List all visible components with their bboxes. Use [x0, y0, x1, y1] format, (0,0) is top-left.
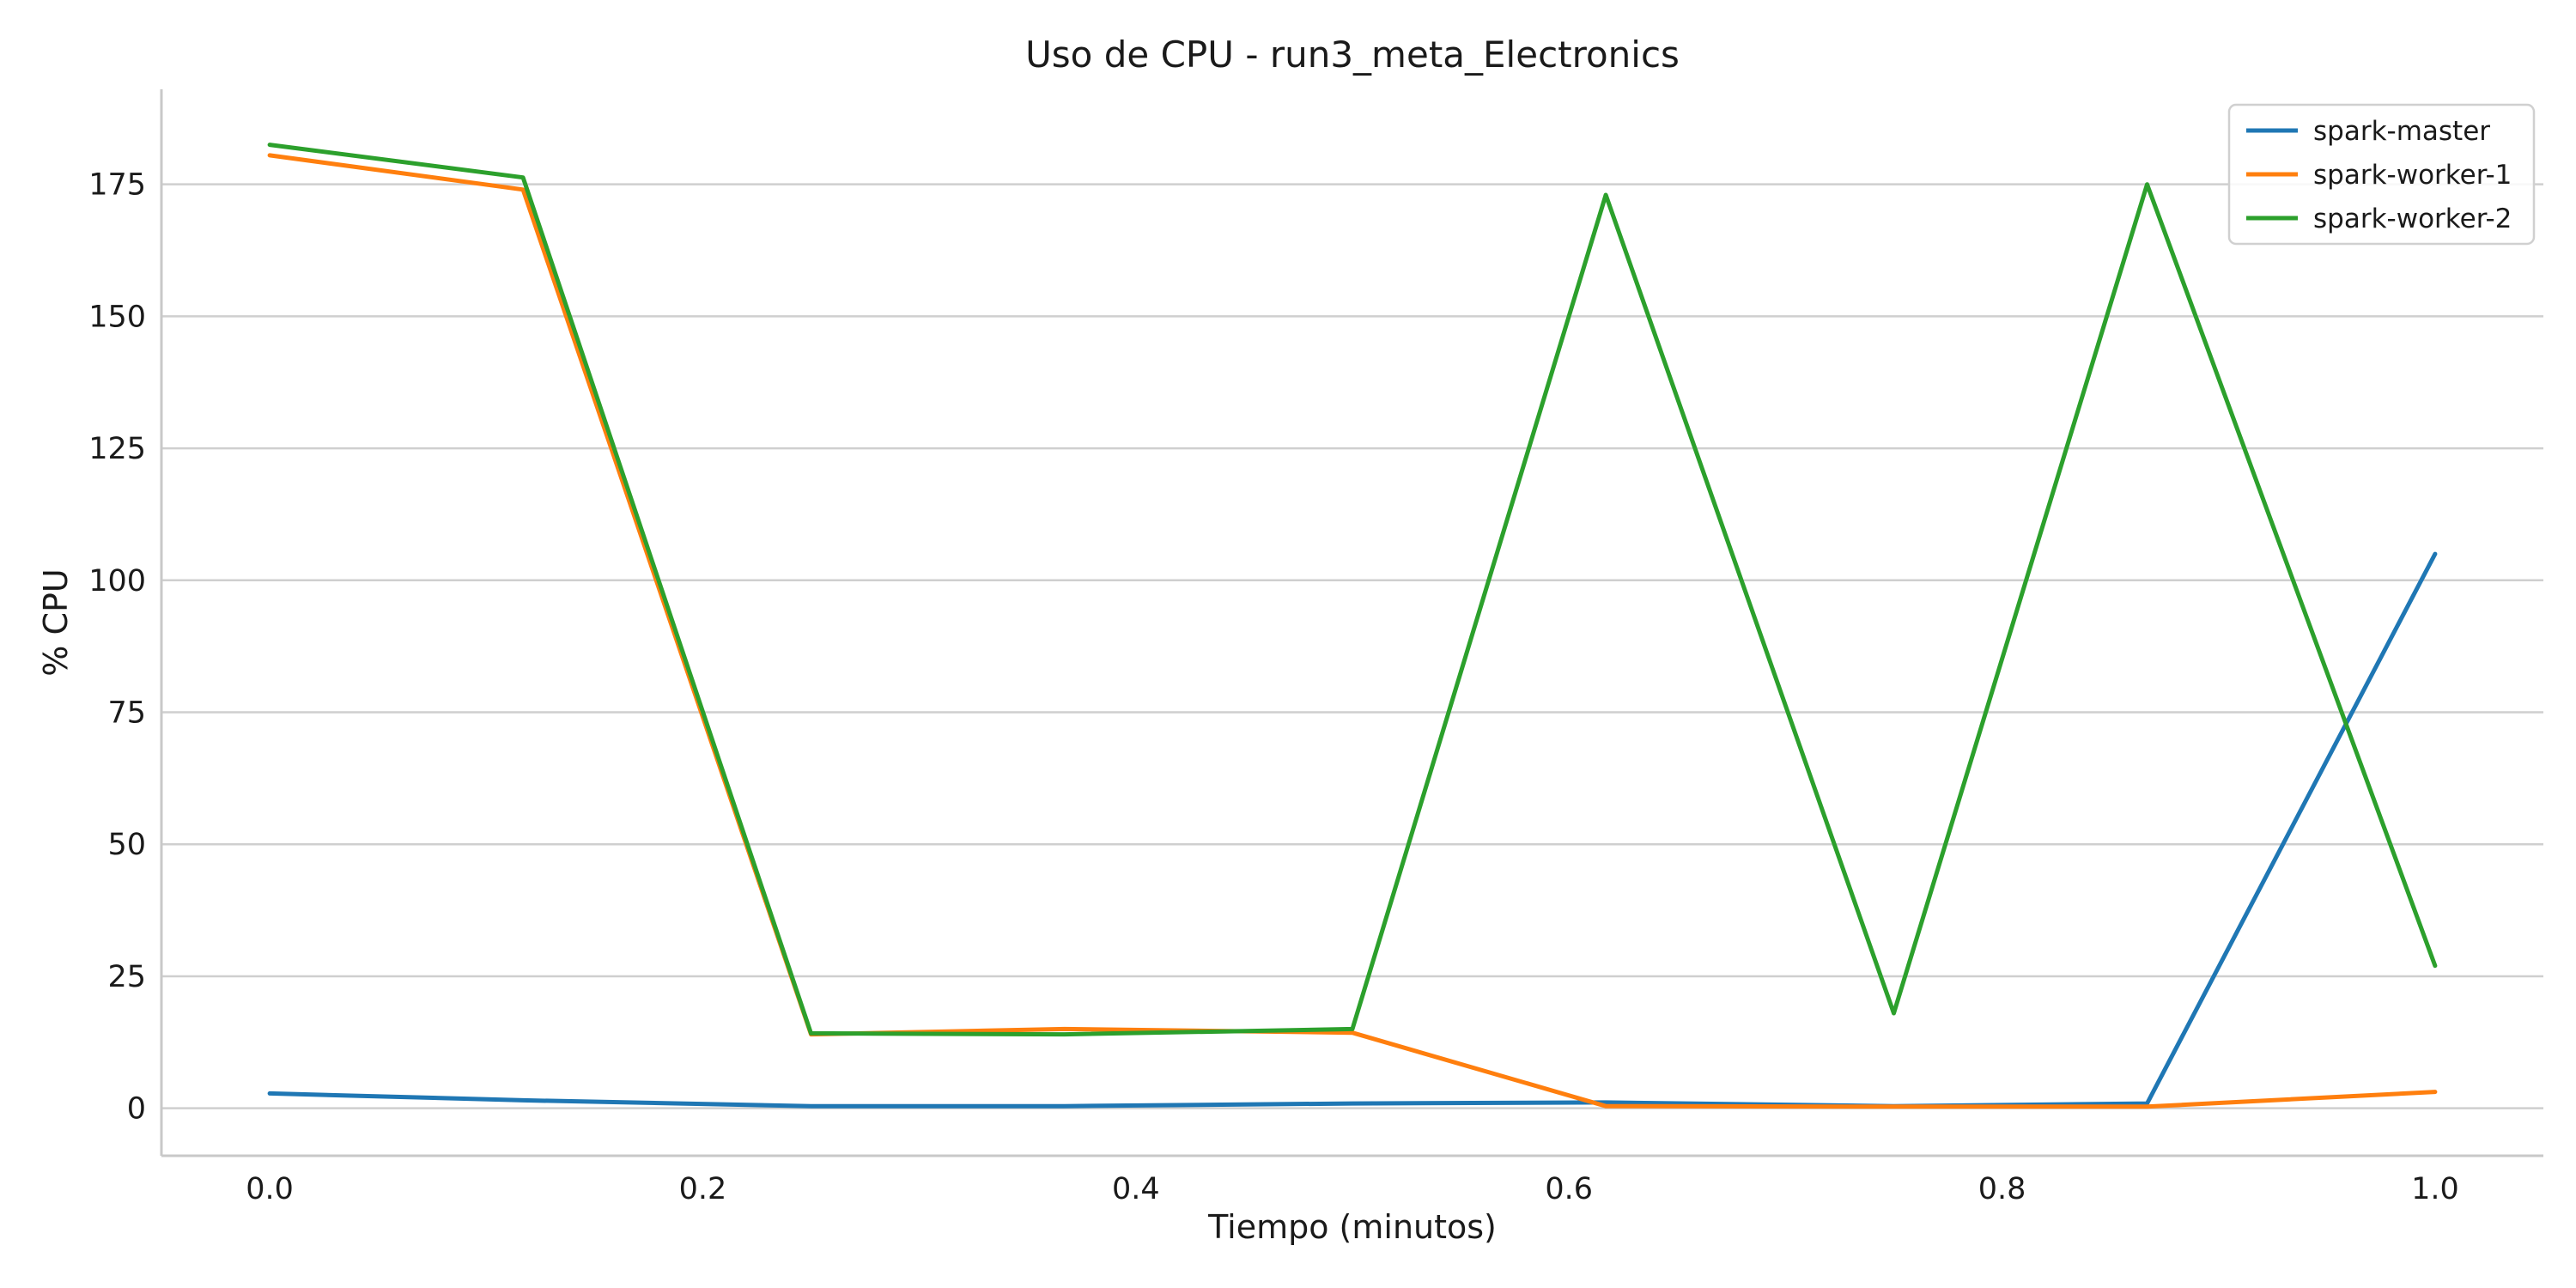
y-axis-label: % CPU [37, 568, 75, 676]
grid [161, 183, 2543, 1109]
y-tick-label: 125 [88, 432, 146, 466]
chart-title: Uso de CPU - run3_meta_Electronics [1025, 33, 1680, 76]
series-line-spark-master [267, 551, 2438, 1109]
x-axis-label: Tiempo (minutos) [1207, 1208, 1497, 1246]
y-tick-label: 25 [107, 960, 146, 994]
x-tick-label: 0.8 [1978, 1172, 2026, 1206]
x-tick-label: 1.0 [2411, 1172, 2459, 1206]
x-tick-label: 0.6 [1545, 1172, 1593, 1206]
x-tick-label: 0.4 [1112, 1172, 1160, 1206]
legend-frame [2227, 103, 2536, 246]
y-tick-label: 150 [88, 300, 146, 334]
y-tick-label: 175 [88, 168, 146, 203]
axes-spines [160, 89, 2543, 1157]
y-tick-label: 50 [107, 828, 146, 862]
legend-label: spark-worker-2 [2313, 204, 2512, 234]
x-axis-ticks: 0.0 0.2 0.4 0.6 0.8 1.0 [246, 1172, 2458, 1206]
series-line-spark-worker-2 [267, 143, 2438, 1037]
y-tick-label: 100 [88, 564, 146, 598]
series-lines [267, 143, 2438, 1109]
y-axis-ticks: 0 25 50 75 100 125 150 175 [88, 168, 146, 1127]
y-tick-label: 75 [107, 696, 146, 731]
x-tick-label: 0.2 [679, 1172, 727, 1206]
y-tick-label: 0 [127, 1092, 146, 1127]
legend-label: spark-worker-1 [2313, 160, 2512, 191]
legend-label: spark-master [2313, 116, 2490, 147]
x-tick-label: 0.0 [246, 1172, 294, 1206]
series-line-spark-worker-1 [267, 153, 2438, 1109]
legend: spark-master spark-worker-1 spark-worker-2 [2227, 103, 2536, 246]
